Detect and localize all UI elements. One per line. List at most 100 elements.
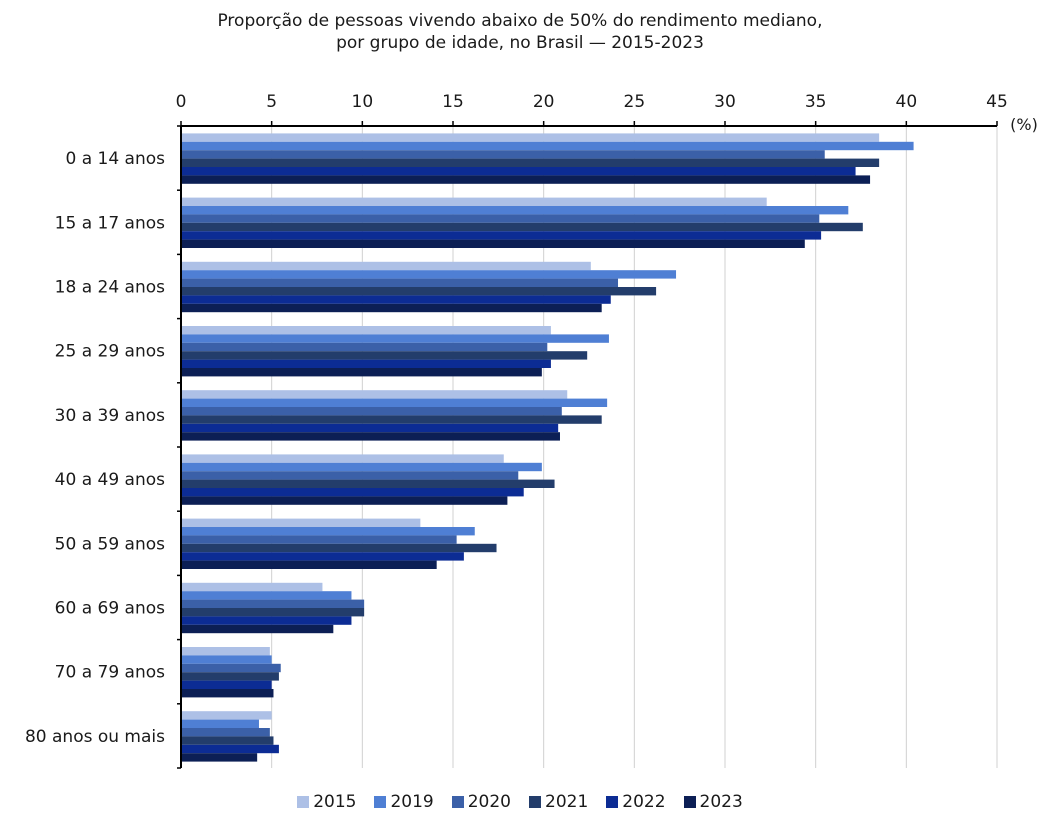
bar-2020	[181, 599, 365, 608]
bar-2015	[181, 454, 504, 463]
bar-2023	[181, 689, 274, 698]
bar-2020	[181, 663, 281, 673]
legend-item-2019: 2019	[374, 792, 434, 812]
bar-2020	[181, 214, 820, 223]
x-tick-label: 35	[805, 92, 827, 112]
bar-2023	[181, 368, 542, 377]
bar-2020	[181, 150, 825, 159]
bar-2023	[181, 175, 871, 184]
x-tick-label: 40	[896, 92, 918, 112]
x-tick-label: 45	[986, 92, 1008, 112]
x-tick-label: 15	[442, 92, 464, 112]
x-tick-label: 10	[352, 92, 374, 112]
axes: 0 5 10 15 20 25 30 35 40 45(%) 0 a 14 anos 15 a 17 …	[25, 92, 1038, 769]
bar-2015	[181, 582, 323, 592]
bar-2022	[181, 744, 279, 754]
legend-label: 2015	[313, 792, 357, 812]
legend-swatch	[451, 796, 464, 808]
bar-2021	[181, 736, 274, 745]
legend-swatch	[297, 796, 310, 808]
x-tick-label: 30	[714, 92, 736, 112]
legend-label: 2020	[467, 792, 511, 812]
legend-label: 2023	[699, 792, 743, 812]
bar-2023	[181, 239, 805, 248]
bar-2019	[181, 462, 542, 472]
bar-2020	[181, 407, 562, 416]
x-tick-label: 0	[176, 92, 187, 112]
x-tick-label: 25	[624, 92, 646, 112]
category-label: 60 a 69 anos	[55, 599, 165, 619]
bars	[181, 133, 914, 762]
bar-2015	[181, 647, 270, 656]
category-label: 25 a 29 anos	[55, 342, 165, 362]
legend-label: 2019	[390, 792, 434, 812]
legend-swatch	[683, 796, 696, 808]
bar-2021	[181, 222, 863, 232]
unit-label: (%)	[1010, 115, 1038, 134]
x-tick-label: 5	[266, 92, 277, 112]
category-label: 70 a 79 anos	[55, 663, 165, 683]
category-label: 18 a 24 anos	[55, 278, 165, 298]
bar-2020	[181, 535, 457, 544]
category-label: 80 anos ou mais	[25, 727, 165, 747]
bar-2022	[181, 552, 464, 561]
bar-2019	[181, 398, 608, 407]
category-label: 40 a 49 anos	[55, 470, 165, 490]
bar-2020	[181, 342, 548, 352]
legend-label: 2021	[545, 792, 589, 812]
bar-2015	[181, 261, 591, 271]
bar-2021	[181, 415, 602, 424]
legend-item-2015: 2015	[297, 792, 356, 812]
legend-item-2020: 2020	[451, 792, 511, 812]
chart-title: Proporção de pessoas vivendo abaixo de 5…	[0, 10, 1040, 54]
legend: 2015 2019 2020 2021 2022 2023	[0, 791, 1040, 813]
bar-2022	[181, 231, 822, 240]
legend-swatch	[374, 796, 387, 808]
bar-2021	[181, 287, 657, 296]
legend-item-2022: 2022	[606, 792, 666, 812]
bar-2021	[181, 158, 880, 167]
chart-title-line-2: por grupo de idade, no Brasil — 2015-202…	[336, 33, 704, 53]
category-label: 30 a 39 anos	[55, 406, 165, 426]
bar-2023	[181, 753, 258, 762]
bar-2022	[181, 167, 856, 176]
bar-2021	[181, 351, 588, 360]
bar-2023	[181, 624, 334, 634]
bar-2019	[181, 591, 352, 600]
bar-2015	[181, 711, 272, 720]
bar-2019	[181, 270, 677, 279]
bar-2019	[181, 527, 475, 536]
x-tick-label: 20	[533, 92, 555, 112]
category-label: 15 a 17 anos	[55, 213, 165, 233]
bar-2022	[181, 616, 352, 625]
category-label: 0 a 14 anos	[65, 149, 165, 169]
bar-2019	[181, 334, 609, 343]
chart-title-line-1: Proporção de pessoas vivendo abaixo de 5…	[217, 11, 823, 31]
legend-item-2021: 2021	[529, 792, 588, 812]
bar-2019	[181, 719, 259, 728]
bar-2023	[181, 432, 560, 441]
bar-2022	[181, 680, 272, 689]
bar-2022	[181, 423, 559, 433]
bar-2021	[181, 543, 497, 553]
bar-2021	[181, 479, 555, 488]
bar-2020	[181, 278, 619, 287]
bar-2015	[181, 197, 767, 206]
bar-2020	[181, 471, 519, 480]
legend-swatch	[529, 796, 541, 808]
legend-item-2023: 2023	[683, 792, 743, 812]
bar-2015	[181, 518, 421, 527]
bar-2023	[181, 303, 602, 313]
bar-2020	[181, 728, 270, 737]
bar-2015	[181, 133, 880, 142]
bar-2015	[181, 390, 568, 399]
bar-2022	[181, 488, 524, 497]
category-label: 50 a 59 anos	[55, 534, 165, 554]
bar-2023	[181, 560, 437, 569]
legend-label: 2022	[622, 792, 666, 812]
bar-2022	[181, 295, 611, 304]
bar-2022	[181, 359, 551, 368]
bar-2021	[181, 672, 279, 681]
bar-2019	[181, 655, 272, 664]
bar-2019	[181, 206, 849, 215]
